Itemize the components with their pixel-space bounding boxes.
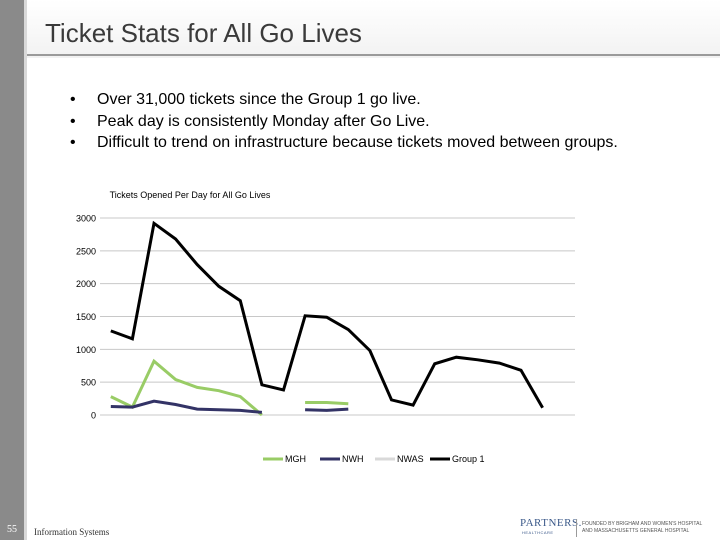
y-tick-label: 2000 (76, 279, 96, 289)
slide-title: Ticket Stats for All Go Lives (45, 18, 362, 48)
footer-label: Information Systems (34, 527, 110, 537)
bullet-marker: • (70, 134, 76, 151)
bullet-item: • Over 31,000 tickets since the Group 1 g… (70, 89, 618, 111)
y-tick-label: 1500 (76, 312, 96, 322)
series-line-nwh (305, 407, 349, 412)
series-line-mgh (305, 401, 349, 406)
chart-legend: MGH NWH NWAS Group 1 (263, 454, 485, 464)
series-line-nwh (110, 399, 263, 414)
chart-series-lines (110, 220, 544, 417)
left-sidebar-edge (24, 0, 27, 540)
y-tick-label: 3000 (76, 214, 96, 224)
y-axis-ticks: 0 500 1000 1500 2000 2500 3000 (76, 214, 96, 421)
legend-label-group-1: Group 1 (452, 454, 485, 464)
y-tick-label: 2500 (76, 246, 96, 256)
series-line-mgh (110, 358, 263, 417)
bullet-text: Peak day is consistently Monday after Go… (97, 112, 430, 130)
bullet-item: • Difficult to trend on infrastructure be… (70, 132, 618, 154)
bullet-text: Over 31,000 tickets since the Group 1 go… (97, 91, 421, 108)
title-divider (27, 54, 720, 56)
logo-subtext: HEALTHCARE (522, 530, 554, 535)
legend-label-mgh: MGH (285, 454, 306, 464)
y-tick-label: 500 (81, 378, 96, 388)
slide-number: 55 (7, 524, 17, 535)
legend-label-nwh: NWH (342, 454, 364, 464)
chart-title: Tickets Opened Per Day for All Go Lives (110, 190, 271, 200)
partners-logo: PARTNERS. HEALTHCARE FOUNDED BY BRIGHAM … (520, 517, 715, 539)
bullet-marker: • (70, 112, 76, 130)
chart-gridlines (100, 217, 575, 416)
logo-divider (576, 519, 577, 537)
bullet-marker: • (70, 91, 76, 108)
logo-tagline-2: AND MASSACHUSETTS GENERAL HOSPITAL (582, 528, 690, 534)
legend-label-nwas: NWAS (397, 454, 424, 464)
title-area (27, 0, 720, 58)
bullet-text: Difficult to trend on infrastructure bec… (97, 134, 618, 151)
y-tick-label: 0 (91, 411, 96, 421)
bullet-list: • Over 31,000 tickets since the Group 1 g… (70, 89, 618, 154)
y-tick-label: 1000 (76, 345, 96, 355)
logo-wordmark: PARTNERS. (520, 517, 582, 529)
left-sidebar-band (0, 0, 24, 540)
series-line-group-1 (110, 220, 544, 409)
logo-tagline-1: FOUNDED BY BRIGHAM AND WOMEN'S HOSPITAL (582, 521, 703, 527)
bullet-item: • Peak day is consistently Monday after G… (70, 111, 618, 133)
